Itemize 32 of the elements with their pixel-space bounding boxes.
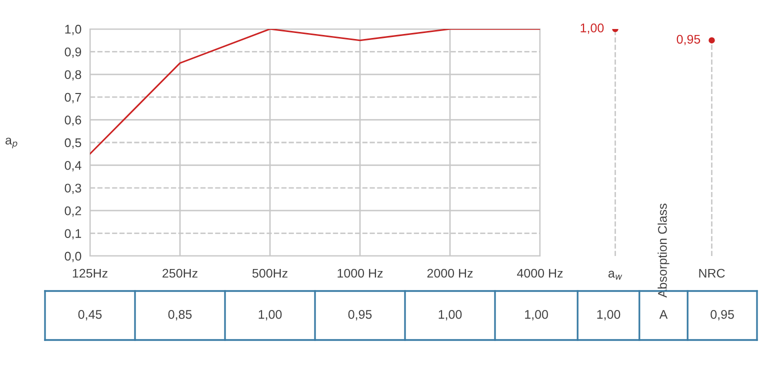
x-tick-label: 500Hz xyxy=(252,268,288,278)
y-tick-label: 0,8 xyxy=(64,70,82,81)
y-tick-label: 0,5 xyxy=(64,138,82,149)
x-tick-label: NRC xyxy=(699,268,725,278)
y-tick-label: 0,4 xyxy=(64,161,82,172)
x-tick-label: 250Hz xyxy=(162,268,198,278)
data-label: 0,95 xyxy=(348,310,372,320)
y-axis-title: a$_{p}$ xyxy=(6,138,18,148)
data-label: 1,00 xyxy=(525,310,548,320)
y-tick-label: 0,7 xyxy=(64,92,82,104)
data-label: 1,00 xyxy=(258,310,282,320)
text: 0,95 xyxy=(676,34,700,46)
y-tick-label: 0,9 xyxy=(64,48,82,58)
x-tick-label: 2000 Hz xyxy=(427,268,473,278)
x-tick-label: 1000 Hz xyxy=(338,268,383,278)
y-tick-label: 0,6 xyxy=(64,116,82,126)
text: 1,00 xyxy=(580,24,604,34)
x-tick-label: Absorption Class xyxy=(658,204,670,298)
x-tick-label: 4000 Hz xyxy=(517,268,563,278)
data-label: 0,45 xyxy=(78,310,102,320)
data-label: 0,95 xyxy=(710,310,734,320)
data-label: 1,00 xyxy=(597,310,620,320)
y-tick-label: 1,0 xyxy=(65,24,82,36)
text: A xyxy=(659,310,668,319)
data-label: 0,85 xyxy=(168,310,192,320)
y-tick-label: 0,1 xyxy=(64,229,82,240)
y-tick-label: 0,0 xyxy=(64,252,82,262)
x-tick-label: 125Hz xyxy=(72,268,108,278)
x-tick-label: a$_{w}$ xyxy=(608,270,622,280)
data-label: 1,00 xyxy=(438,310,462,320)
y-tick-label: 0,3 xyxy=(64,184,82,194)
y-tick-label: 0,2 xyxy=(64,206,82,217)
